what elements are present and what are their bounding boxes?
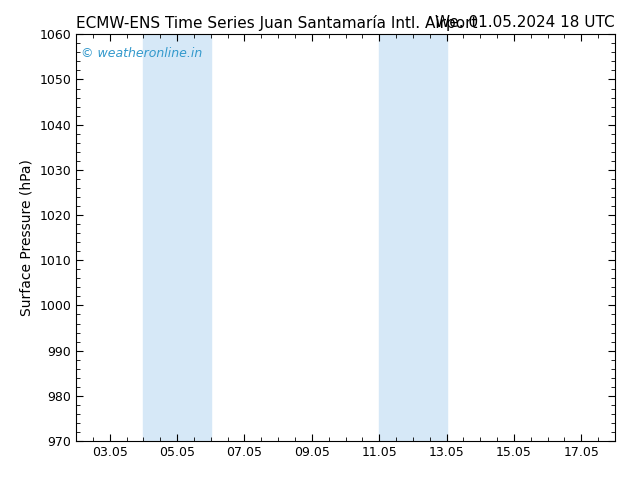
Bar: [379, 34, 446, 441]
Text: ECMW-ENS Time Series Juan Santamaría Intl. Airport: ECMW-ENS Time Series Juan Santamaría Int…: [76, 15, 477, 31]
Text: We. 01.05.2024 18 UTC: We. 01.05.2024 18 UTC: [436, 15, 615, 30]
Y-axis label: Surface Pressure (hPa): Surface Pressure (hPa): [20, 159, 34, 316]
Text: © weatheronline.in: © weatheronline.in: [81, 47, 203, 59]
Bar: [143, 34, 210, 441]
